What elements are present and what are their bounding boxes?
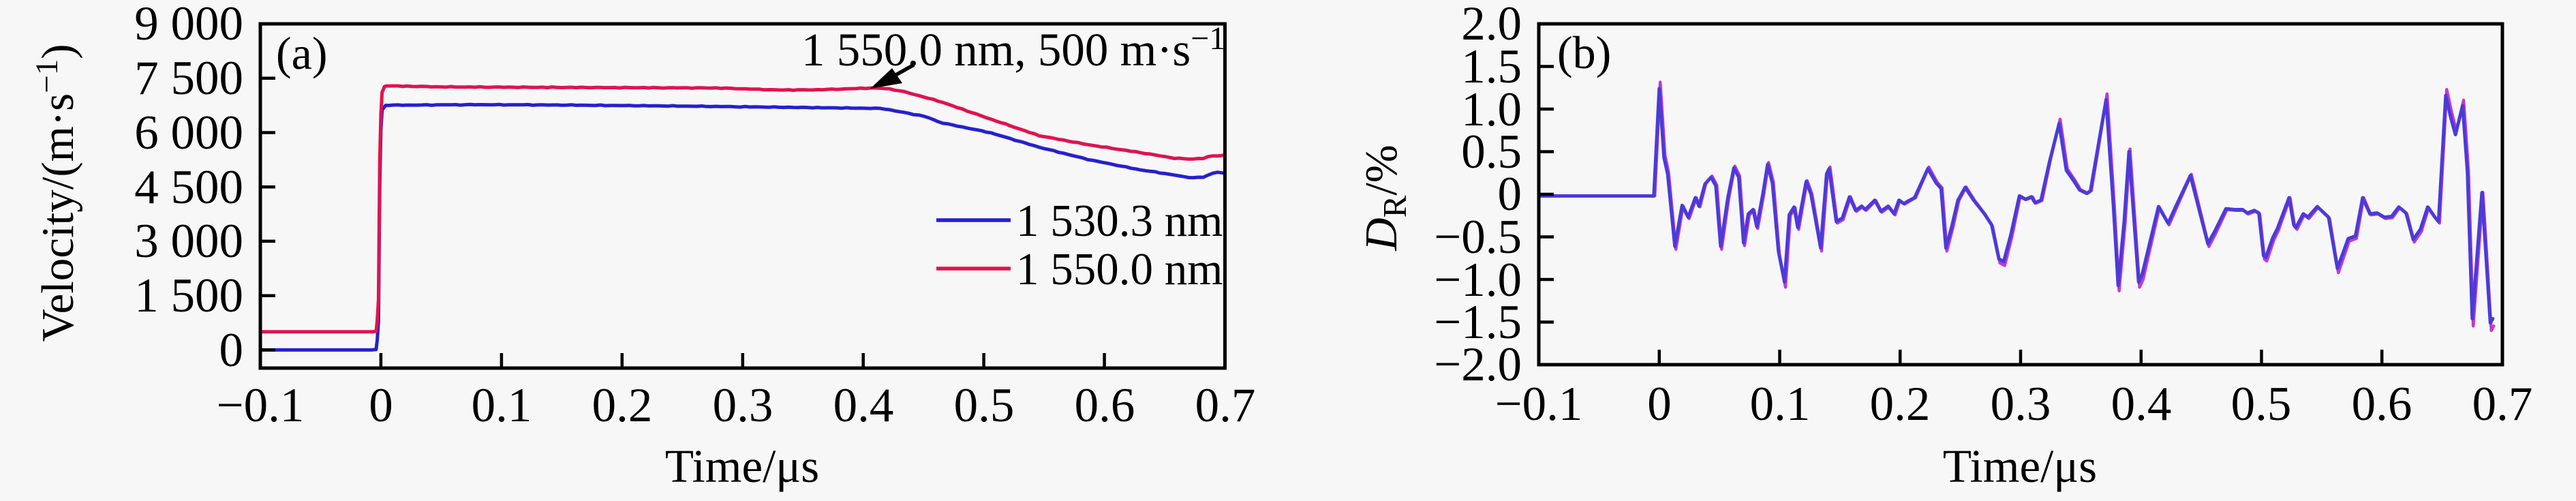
svg-text:0.2: 0.2 — [592, 379, 653, 432]
svg-text:Velocity/(m·s−1): Velocity/(m·s−1) — [29, 44, 83, 341]
svg-text:0.3: 0.3 — [1991, 378, 2051, 431]
svg-text:0: 0 — [369, 379, 393, 432]
svg-text:7 500: 7 500 — [134, 52, 243, 105]
svg-text:−0.5: −0.5 — [1434, 211, 1522, 264]
svg-text:0.5: 0.5 — [2231, 378, 2292, 431]
svg-text:−1.5: −1.5 — [1434, 296, 1522, 349]
svg-text:1.5: 1.5 — [1461, 40, 1522, 93]
svg-text:Time/μs: Time/μs — [665, 440, 819, 492]
svg-text:9 000: 9 000 — [134, 0, 243, 50]
svg-text:1 550.0 nm: 1 550.0 nm — [1016, 244, 1223, 294]
svg-text:2.0: 2.0 — [1461, 0, 1522, 50]
svg-text:0.1: 0.1 — [1750, 378, 1811, 431]
svg-text:1.0: 1.0 — [1461, 83, 1522, 136]
svg-text:0.6: 0.6 — [2352, 378, 2412, 431]
svg-text:0.7: 0.7 — [1195, 379, 1256, 432]
svg-text:0.2: 0.2 — [1870, 378, 1931, 431]
svg-text:−1.0: −1.0 — [1434, 254, 1522, 307]
svg-text:(b): (b) — [1557, 27, 1611, 78]
svg-text:Time/μs: Time/μs — [1943, 440, 2097, 492]
svg-text:4 500: 4 500 — [134, 161, 243, 214]
svg-text:−2.0: −2.0 — [1434, 338, 1522, 391]
svg-text:0.4: 0.4 — [833, 379, 894, 432]
svg-text:(a): (a) — [276, 27, 327, 79]
svg-text:0.6: 0.6 — [1075, 379, 1135, 432]
svg-text:−0.1: −0.1 — [217, 379, 305, 432]
svg-text:1 500: 1 500 — [134, 269, 243, 322]
svg-text:0.1: 0.1 — [472, 379, 532, 432]
svg-text:0: 0 — [219, 324, 244, 377]
svg-text:3 000: 3 000 — [134, 215, 243, 268]
svg-text:DR/%: DR/% — [1356, 145, 1413, 252]
svg-text:0.4: 0.4 — [2111, 378, 2172, 431]
svg-text:1 550.0 nm, 500 m·s−1: 1 550.0 nm, 500 m·s−1 — [801, 20, 1225, 76]
svg-text:0: 0 — [1647, 378, 1672, 431]
svg-text:0.3: 0.3 — [713, 379, 773, 432]
svg-text:0: 0 — [1498, 168, 1522, 221]
svg-text:0.7: 0.7 — [2472, 378, 2533, 431]
svg-text:0.5: 0.5 — [1461, 125, 1522, 179]
svg-text:−0.1: −0.1 — [1495, 378, 1583, 431]
svg-text:0.5: 0.5 — [954, 379, 1015, 432]
svg-text:6 000: 6 000 — [134, 106, 243, 160]
svg-text:1 530.3 nm: 1 530.3 nm — [1016, 196, 1223, 246]
